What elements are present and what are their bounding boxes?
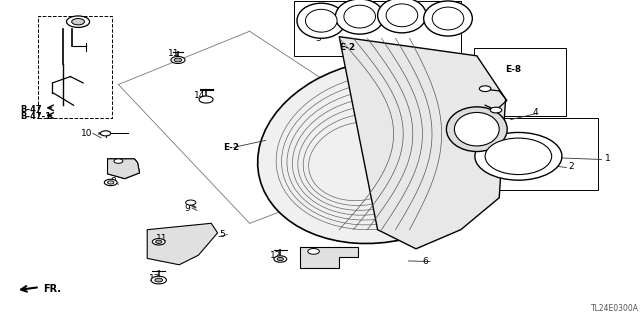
Ellipse shape [386,4,418,27]
Text: 3: 3 [447,22,452,31]
Text: 3: 3 [316,34,321,43]
Ellipse shape [432,7,464,30]
Polygon shape [339,37,506,249]
Text: 9: 9 [184,204,190,213]
Text: 12: 12 [270,251,282,260]
Text: FR.: FR. [44,284,61,294]
Text: 5: 5 [219,230,225,239]
Circle shape [108,181,114,184]
Circle shape [156,240,162,243]
Ellipse shape [335,0,384,34]
Circle shape [479,86,491,92]
Ellipse shape [297,3,346,38]
Circle shape [274,256,287,262]
Ellipse shape [454,113,499,146]
Text: B-47-1: B-47-1 [20,112,52,121]
Text: E-2: E-2 [223,143,239,152]
Text: 14: 14 [194,91,205,100]
Circle shape [72,19,84,25]
Polygon shape [147,223,218,265]
Circle shape [151,276,166,284]
Text: 2: 2 [568,162,574,171]
Text: 3: 3 [354,22,360,31]
Text: TL24E0300A: TL24E0300A [591,304,639,313]
Circle shape [114,159,123,163]
Bar [38,16,112,118]
Text: 11: 11 [168,49,179,58]
Circle shape [171,56,185,63]
Bar [294,1,461,56]
Text: 7: 7 [112,165,118,174]
Text: 3: 3 [401,19,407,27]
Text: 1: 1 [605,154,611,163]
Text: E-2: E-2 [339,43,355,52]
Circle shape [67,16,90,27]
Bar [474,48,566,116]
Ellipse shape [447,107,507,152]
Circle shape [104,179,117,186]
Ellipse shape [258,60,504,243]
Polygon shape [300,247,358,268]
Ellipse shape [305,9,337,32]
Text: 13: 13 [148,274,160,283]
Text: 10: 10 [81,129,92,138]
Text: E-8: E-8 [506,65,522,74]
Text: 6: 6 [422,257,428,266]
Text: 11: 11 [156,234,167,243]
Circle shape [152,239,165,245]
Circle shape [174,58,182,62]
Ellipse shape [485,138,552,174]
Polygon shape [108,159,140,179]
Circle shape [186,200,196,205]
Circle shape [100,131,111,136]
Bar [474,118,598,190]
Circle shape [155,278,163,282]
Circle shape [308,249,319,254]
Circle shape [277,257,284,261]
Text: B-47: B-47 [20,105,42,114]
Text: 4: 4 [532,108,538,117]
Ellipse shape [378,0,426,33]
Ellipse shape [475,132,562,180]
Text: 8: 8 [110,177,116,186]
Circle shape [490,107,502,113]
Ellipse shape [344,5,376,28]
Circle shape [199,96,213,103]
Ellipse shape [424,1,472,36]
